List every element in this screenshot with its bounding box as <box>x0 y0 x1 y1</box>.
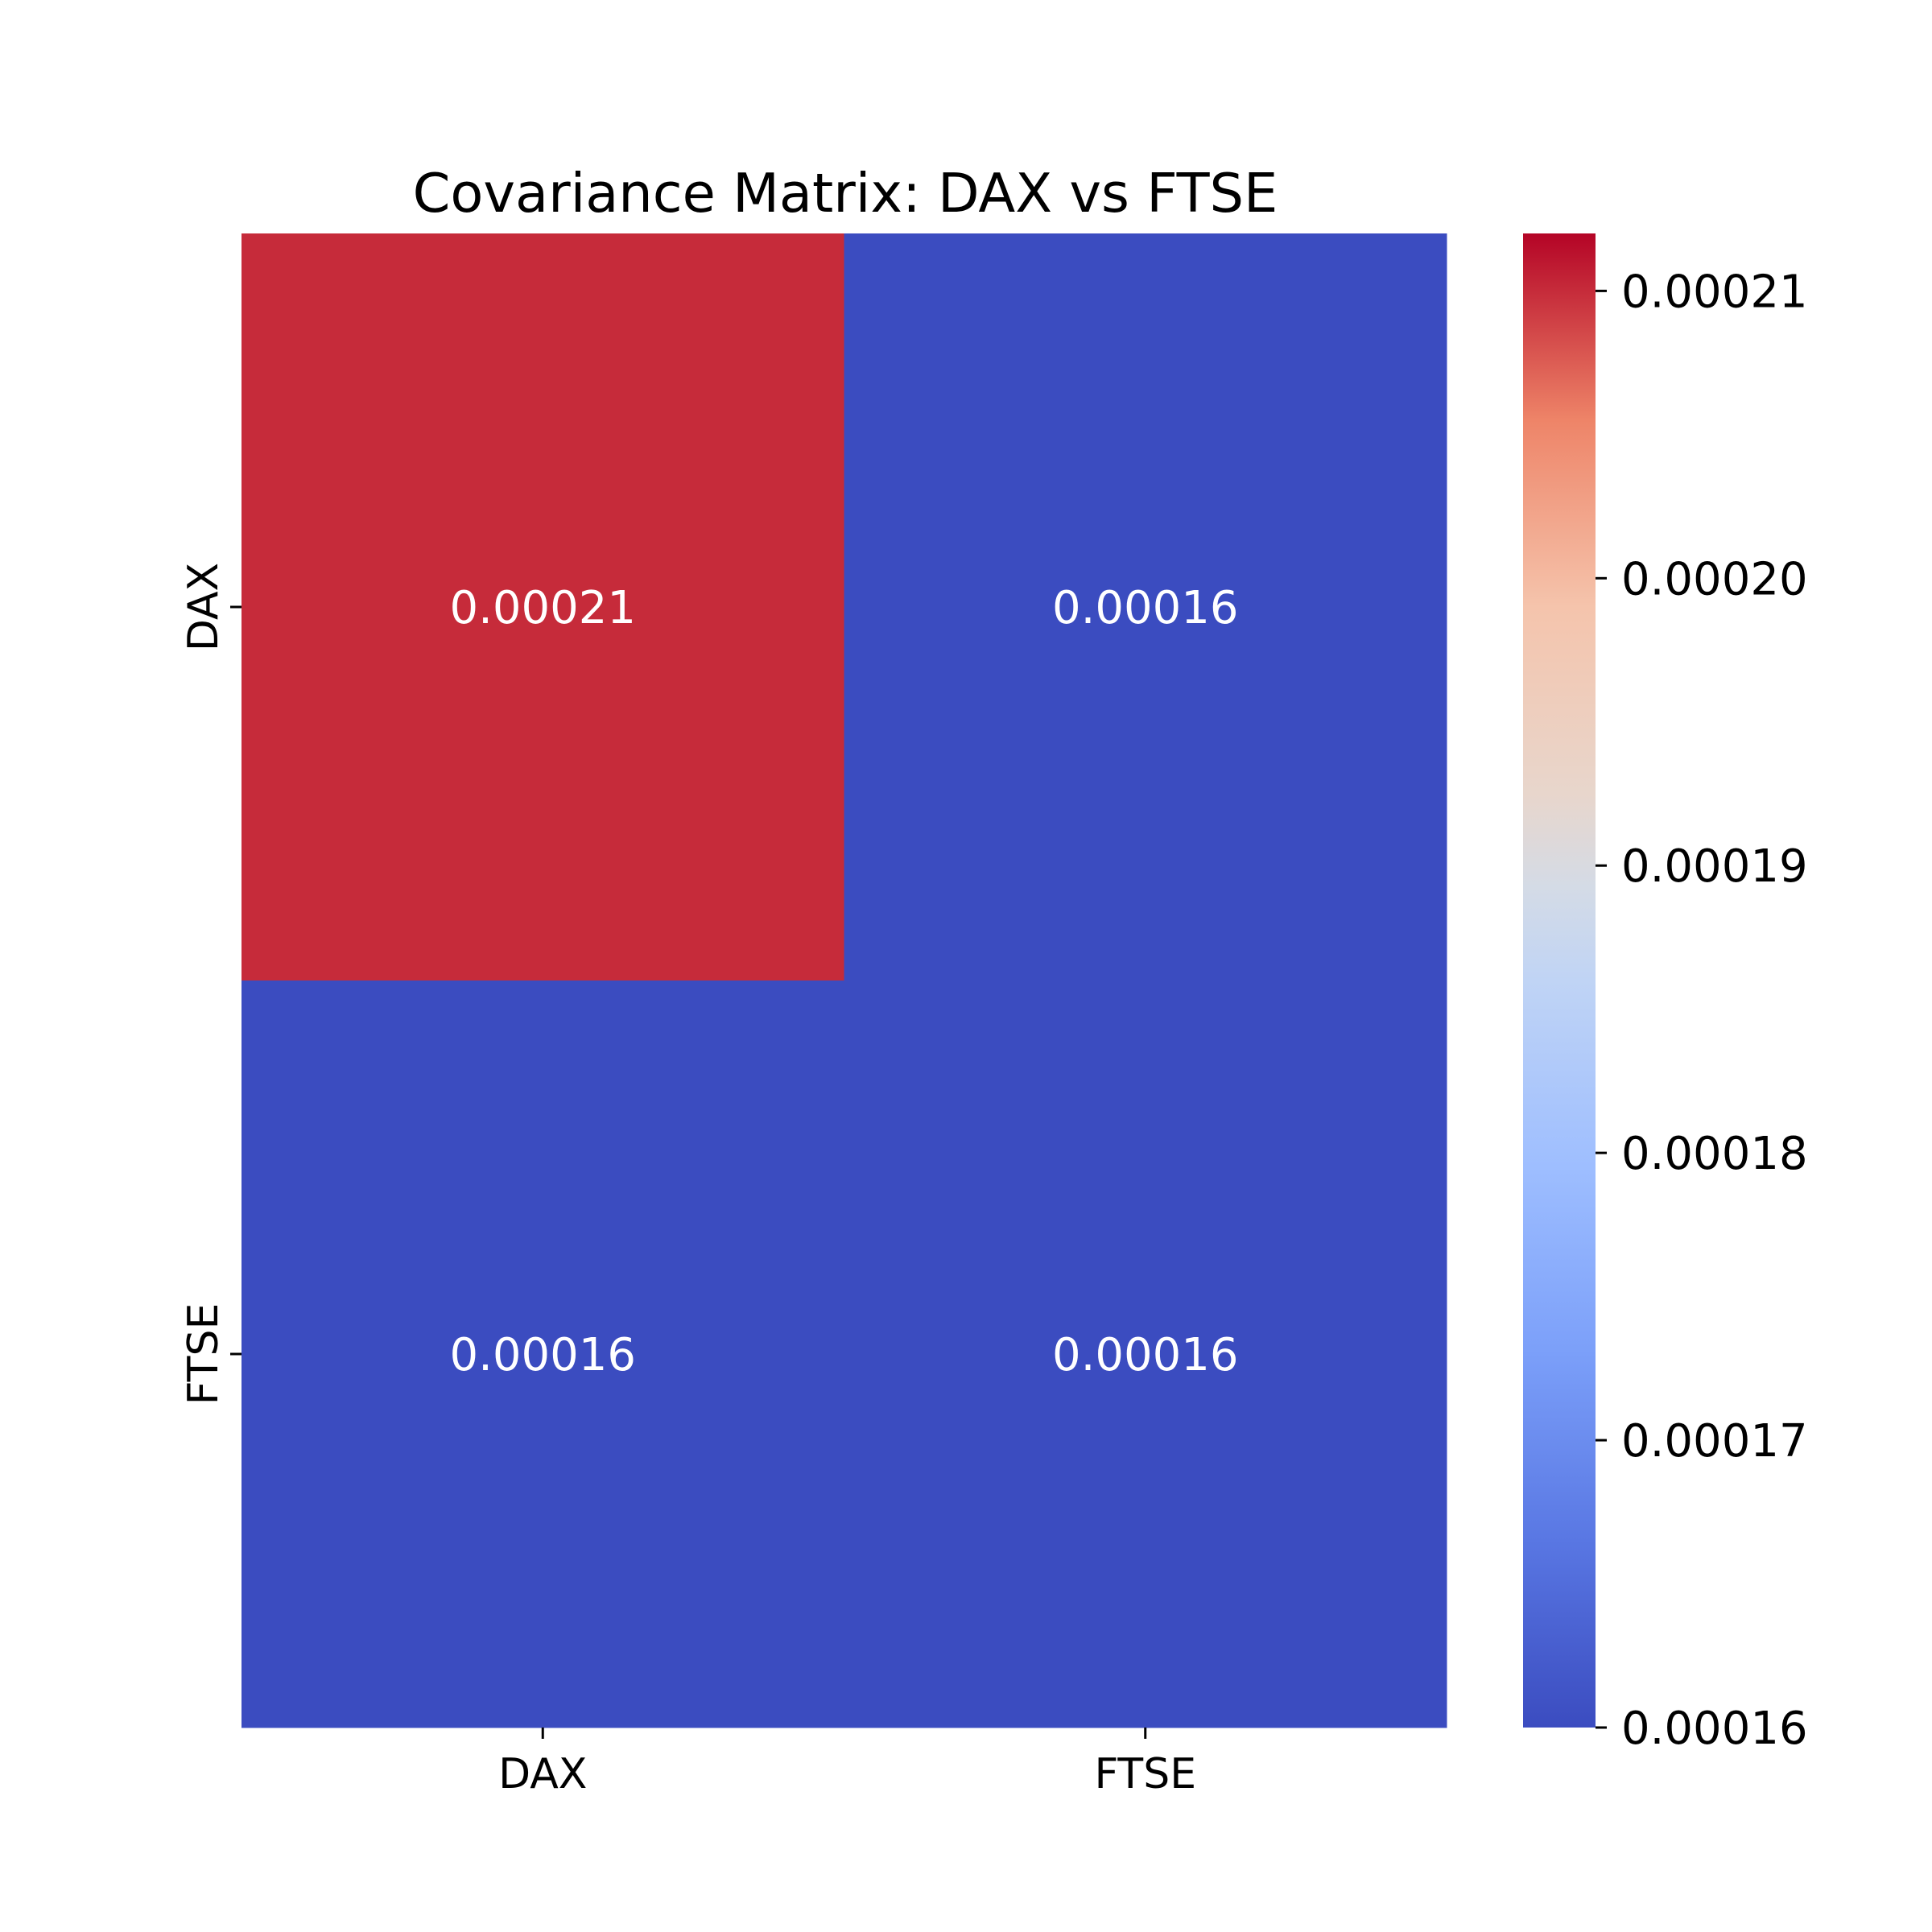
colorbar-tick-label: 0.00020 <box>1621 553 1808 605</box>
colorbar-tick-label: 0.00021 <box>1621 266 1808 318</box>
colorbar-tick-label: 0.00017 <box>1621 1415 1808 1468</box>
x-tick-label: DAX <box>498 1750 587 1798</box>
cell-value-label: 0.00016 <box>449 1329 636 1381</box>
x-axis: DAX FTSE <box>498 1728 1196 1798</box>
colorbar-gradient <box>1523 233 1596 1728</box>
y-tick-label: DAX <box>180 563 228 651</box>
colorbar-tick-label: 0.00016 <box>1621 1703 1808 1755</box>
y-axis: DAX FTSE <box>180 563 242 1405</box>
cell-value-label: 0.00016 <box>1052 582 1239 634</box>
colorbar-tick-label: 0.00019 <box>1621 840 1808 893</box>
cell-value-label: 0.00016 <box>1052 1329 1239 1381</box>
colorbar-tick-label: 0.00018 <box>1621 1128 1808 1180</box>
heatmap-cell-dax-ftse <box>844 233 1447 981</box>
x-tick-label: FTSE <box>1094 1750 1196 1798</box>
heatmap-cell-ftse-dax <box>242 980 844 1728</box>
y-tick-label: FTSE <box>180 1303 228 1406</box>
chart-title: Covariance Matrix: DAX vs FTSE <box>413 162 1278 225</box>
heatmap-cells <box>242 233 1447 1728</box>
heatmap-cell-labels: 0.00021 0.00016 0.00016 0.00016 <box>449 582 1238 1381</box>
heatmap-cell-dax-dax <box>242 233 844 981</box>
heatmap-cell-ftse-ftse <box>844 980 1447 1728</box>
colorbar-ticks: 0.00021 0.00020 0.00019 0.00018 0.00017 0.000… <box>1596 266 1808 1755</box>
colorbar: 0.00021 0.00020 0.00019 0.00018 0.00017 0.000… <box>1523 233 1808 1755</box>
cell-value-label: 0.00021 <box>449 582 636 634</box>
